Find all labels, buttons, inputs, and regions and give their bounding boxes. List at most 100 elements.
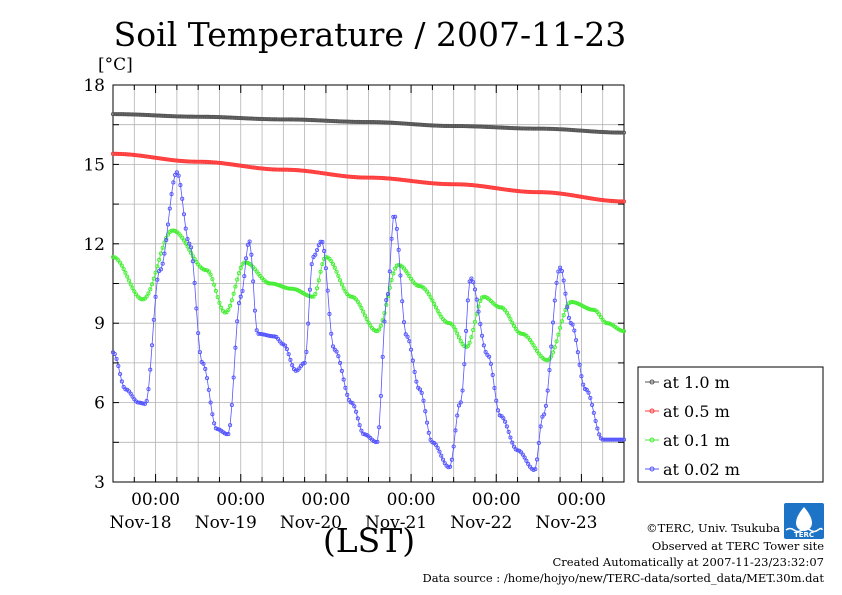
footer-source: Data source : /home/hojyo/new/TERC-data/… <box>422 571 824 585</box>
series-point <box>481 343 486 348</box>
series-point <box>350 401 355 406</box>
series-point <box>228 303 233 308</box>
series-point <box>474 297 479 302</box>
series-point <box>449 457 454 462</box>
series-point <box>446 321 451 326</box>
series-point <box>467 340 472 345</box>
series-point <box>542 412 547 417</box>
series-point <box>533 467 538 472</box>
series-point <box>233 284 238 289</box>
series-point <box>316 278 321 283</box>
series-point <box>194 306 199 311</box>
series-point <box>338 278 343 283</box>
series-point <box>579 374 584 379</box>
series-point <box>155 264 160 269</box>
footer-created: Created Automatically at 2007-11-23/23:3… <box>553 555 825 569</box>
series-point <box>302 360 307 365</box>
series-point <box>187 241 192 246</box>
series-point <box>543 403 548 408</box>
series-layer <box>110 112 627 472</box>
series-point <box>471 280 476 285</box>
series-point <box>435 445 440 450</box>
series-point <box>385 292 391 297</box>
series-point <box>219 305 224 310</box>
series-point <box>226 432 231 437</box>
x-tick-date-label: Nov-19 <box>195 513 257 533</box>
series-point <box>377 327 382 332</box>
x-tick-time-label: 00:00 <box>301 490 350 510</box>
series-point <box>116 363 121 369</box>
series-point <box>142 401 147 406</box>
series-point <box>245 242 250 247</box>
series-point <box>620 328 625 333</box>
series-point <box>417 284 423 289</box>
series-point <box>160 245 165 250</box>
series-point <box>121 266 126 272</box>
series-point <box>201 361 206 366</box>
series-point <box>126 278 132 283</box>
series-point <box>192 280 197 286</box>
series-point <box>181 238 187 243</box>
series-point <box>341 286 346 291</box>
series-point <box>432 301 437 307</box>
series-at-0-02-m <box>110 170 627 472</box>
series-point <box>119 379 124 384</box>
series-point <box>458 339 463 344</box>
series-point <box>511 444 517 449</box>
legend-box <box>637 366 824 483</box>
series-point <box>460 388 465 393</box>
series-point <box>462 362 467 367</box>
series-point <box>588 395 593 400</box>
series-point <box>389 277 394 283</box>
series-point <box>426 292 431 297</box>
series-point <box>435 308 440 313</box>
series-point <box>504 424 509 429</box>
series-point <box>561 313 566 318</box>
series-at-1-0-m <box>110 112 627 135</box>
series-point <box>158 267 163 272</box>
series-point <box>563 291 568 296</box>
series-point <box>162 251 167 256</box>
series-point <box>393 214 398 219</box>
series-point <box>566 315 572 321</box>
series-point <box>329 331 334 336</box>
series-point <box>453 327 458 332</box>
series-point <box>558 325 563 330</box>
series-point <box>565 305 570 310</box>
series-point <box>476 304 481 309</box>
series-point <box>339 282 344 287</box>
series-point <box>144 399 149 404</box>
series-point <box>533 346 538 351</box>
series-point <box>183 226 188 231</box>
series-point <box>318 239 323 244</box>
series-point <box>558 265 563 270</box>
series-point <box>605 321 611 326</box>
y-tick-label: 18 <box>83 76 105 96</box>
series-point <box>581 382 586 387</box>
series-point <box>433 305 438 310</box>
plot-grid <box>113 85 624 482</box>
x-tick-date-label: Nov-22 <box>450 513 512 533</box>
series-point <box>387 269 392 274</box>
series-point <box>272 334 277 339</box>
series-point <box>189 245 194 250</box>
legend-label: at 1.0 m <box>663 373 730 392</box>
series-point <box>586 390 591 395</box>
series-point <box>338 360 343 365</box>
series-point <box>396 247 401 252</box>
series-point <box>508 317 513 322</box>
x-axis-label: (LST) <box>323 521 415 560</box>
series-point <box>176 173 181 178</box>
series-point <box>469 276 474 281</box>
x-tick-date-label: Nov-20 <box>280 513 342 533</box>
series-point <box>231 375 236 380</box>
series-point <box>165 222 171 227</box>
series-point <box>515 448 520 453</box>
series-point <box>314 248 320 253</box>
series-point <box>577 362 582 367</box>
series-point <box>213 288 218 293</box>
series-point <box>314 286 320 291</box>
series-point <box>425 420 430 425</box>
legend-marker <box>649 379 655 385</box>
series-point <box>391 214 396 219</box>
